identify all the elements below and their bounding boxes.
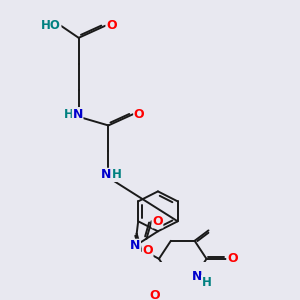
- Text: HO: HO: [41, 19, 61, 32]
- Text: H: H: [202, 276, 212, 289]
- Text: N: N: [73, 108, 83, 121]
- Text: O: O: [150, 290, 160, 300]
- Text: O: O: [106, 19, 117, 32]
- Text: N: N: [101, 168, 112, 182]
- Text: O: O: [227, 252, 238, 266]
- Text: H: H: [112, 168, 122, 182]
- Text: H: H: [64, 108, 74, 121]
- Text: O: O: [152, 215, 163, 228]
- Text: N: N: [130, 239, 140, 252]
- Text: O: O: [134, 108, 144, 121]
- Text: O: O: [142, 244, 153, 257]
- Text: N: N: [191, 270, 202, 284]
